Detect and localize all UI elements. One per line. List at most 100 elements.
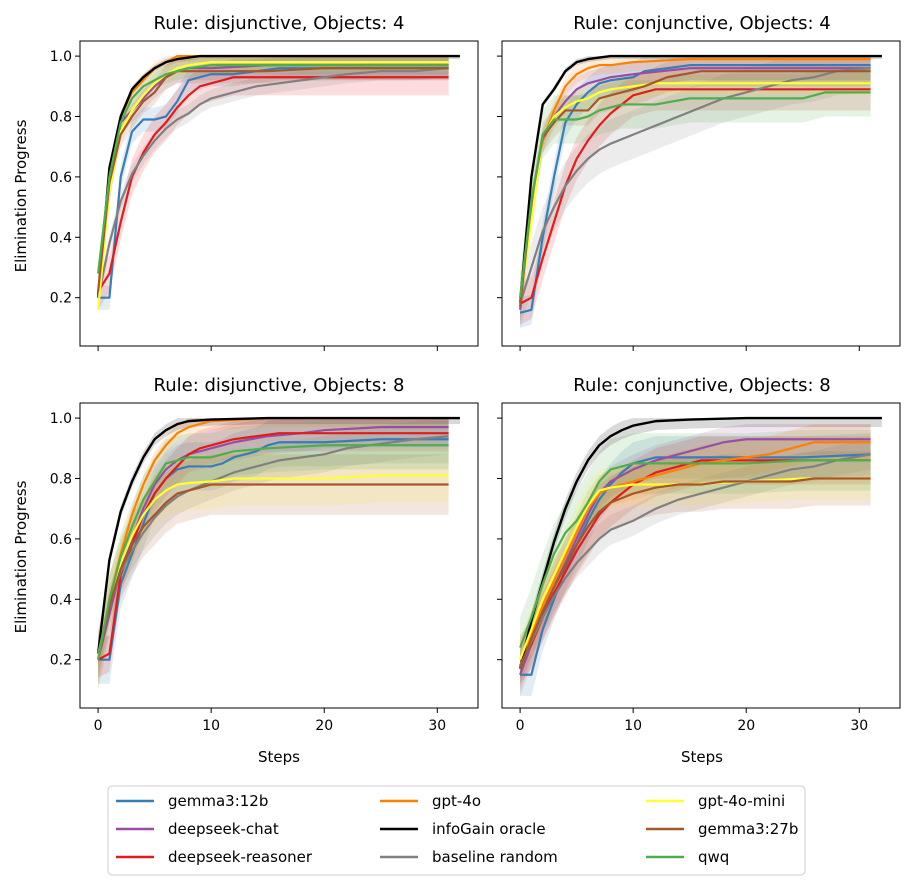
series-line-infogain-oracle (518, 416, 882, 670)
series-line-deepseek-reasoner (97, 76, 449, 293)
y-tick-label: 0.2 (50, 653, 72, 669)
series-line-gemma3-27b (518, 70, 871, 307)
axes-frame (79, 40, 479, 347)
series-line-deepseek-reasoner (519, 88, 871, 305)
plot-area (497, 40, 901, 351)
band-qwq (98, 421, 449, 684)
series-line-qwq (96, 64, 449, 274)
y-tick-label: 0.4 (50, 230, 72, 246)
xlabel-right: Steps (681, 748, 723, 766)
legend-label: deepseek-chat (168, 820, 279, 838)
legend-label: baseline random (432, 848, 558, 866)
x-tick-label: 30 (850, 718, 868, 734)
axes-frame (501, 402, 901, 709)
legend-label: qwq (698, 848, 729, 866)
plot-area: 0.2 0.4 0.6 0.8 1.0 (50, 40, 479, 351)
series-line-infogain-oracle (96, 416, 460, 654)
plot-area: 0 10 20 30 (497, 402, 901, 734)
xlabel-left: Steps (258, 748, 300, 766)
band-gemma3-27b (520, 451, 871, 696)
y-tick-label: 0.2 (50, 291, 72, 307)
series-line-qwq (519, 459, 871, 648)
band-baseline-random (520, 439, 871, 681)
x-tick-label: 20 (315, 718, 333, 734)
band-gemma3-12b (520, 433, 871, 696)
panel-disjunctive-4: Rule: disjunctive, Objects: 4 0.20.40.60… (50, 13, 479, 351)
series-line-gpt-4o (519, 441, 871, 667)
series-line-gemma3-27b (97, 483, 449, 660)
legend-label: gemma3:27b (698, 820, 798, 838)
band-qwq (520, 68, 871, 322)
panel-title: Rule: conjunctive, Objects: 8 (573, 375, 830, 396)
x-tick-label: 20 (737, 718, 755, 734)
band-gpt-4o-mini (520, 457, 871, 681)
series-line-gemma3-12b (98, 67, 449, 299)
legend-item-gemma3-27b: gemma3:27b (646, 820, 798, 838)
band-deepseek-chat (520, 424, 871, 690)
panel-title: Rule: disjunctive, Objects: 4 (154, 13, 405, 34)
axes-frame (79, 402, 479, 709)
ylabel-bottom: Elimination Progress (12, 480, 30, 633)
legend-label: gpt-4o-mini (698, 792, 785, 810)
series-line-qwq (97, 444, 449, 660)
y-tick-label: 0.8 (50, 109, 72, 125)
band-deepseek-reasoner (98, 418, 449, 678)
panel-disjunctive-8: Rule: disjunctive, Objects: 8 0.20.40.60… (50, 375, 479, 734)
legend-entries: gemma3:12b deepseek-chat deepseek-reasoner… (116, 792, 798, 866)
series-line-baseline-random (519, 453, 871, 667)
y-tick-label: 1.0 (50, 49, 72, 65)
legend-frame (107, 785, 806, 876)
x-tick-label: 0 (94, 718, 103, 734)
series-line-infogain-oracle (96, 54, 460, 298)
band-gemma3-12b (98, 418, 449, 684)
band-deepseek-reasoner (520, 436, 871, 684)
series-line-gemma3-27b (96, 67, 449, 292)
series-line-gpt-4o-mini (97, 474, 449, 660)
axes-frame (501, 40, 901, 347)
series-line-deepseek-chat (97, 426, 449, 660)
series-line-gemma3-27b (519, 477, 871, 670)
series-line-gemma3-12b (519, 64, 871, 314)
x-tick-label: 10 (624, 718, 642, 734)
band-deepseek-reasoner (520, 68, 871, 325)
ylabel-top: Elimination Progress (12, 119, 30, 272)
band-baseline-random (98, 59, 449, 307)
legend-label: infoGain oracle (432, 820, 546, 838)
legend-item-deepseek-chat: deepseek-chat (116, 820, 279, 838)
band-gpt-4o-mini (98, 448, 449, 687)
legend: gemma3:12b deepseek-chat deepseek-reasoner… (107, 785, 806, 876)
legend-item-gpt-4o-mini: gpt-4o-mini (646, 792, 785, 810)
legend-item-deepseek-reasoner: deepseek-reasoner (116, 848, 313, 866)
series-line-gemma3-12b (520, 453, 871, 676)
x-tick-label: 10 (202, 718, 220, 734)
legend-item-gpt-4o: gpt-4o (380, 792, 481, 810)
y-tick-label: 1.0 (50, 411, 72, 427)
panel-conjunctive-8: Rule: conjunctive, Objects: 8 0 10 20 30 (497, 375, 901, 734)
legend-label: gpt-4o (432, 792, 481, 810)
legend-label: gemma3:12b (168, 792, 268, 810)
series-line-baseline-random (519, 67, 871, 305)
x-tick-label: 30 (428, 718, 446, 734)
series-line-baseline-random (97, 67, 449, 298)
band-deepseek-chat (98, 418, 449, 678)
plot-area: 0.2 0.4 0.6 0.8 1.0 0 10 20 30 (50, 402, 479, 734)
panel-title: Rule: disjunctive, Objects: 8 (154, 375, 405, 396)
legend-item-gemma3-12b: gemma3:12b (116, 792, 268, 810)
legend-item-qwq: qwq (646, 848, 729, 866)
band-qwq (520, 430, 871, 678)
legend-item-infogain-oracle: infoGain oracle (380, 820, 546, 838)
y-tick-label: 0.4 (50, 592, 72, 608)
band-baseline-random (98, 418, 449, 672)
band-baseline-random (520, 56, 871, 328)
series-line-qwq (518, 91, 871, 298)
x-tick-label: 0 (516, 718, 525, 734)
y-tick-label: 0.6 (50, 532, 72, 548)
series-line-infogain-oracle (518, 54, 882, 304)
y-tick-label: 0.6 (50, 170, 72, 186)
y-tick-label: 0.8 (50, 471, 72, 487)
band-gemma3-27b (98, 454, 449, 690)
panel-conjunctive-4: Rule: conjunctive, Objects: 4 (497, 13, 901, 351)
band-deepseek-reasoner (98, 59, 449, 310)
legend-item-baseline-random: baseline random (380, 848, 558, 866)
